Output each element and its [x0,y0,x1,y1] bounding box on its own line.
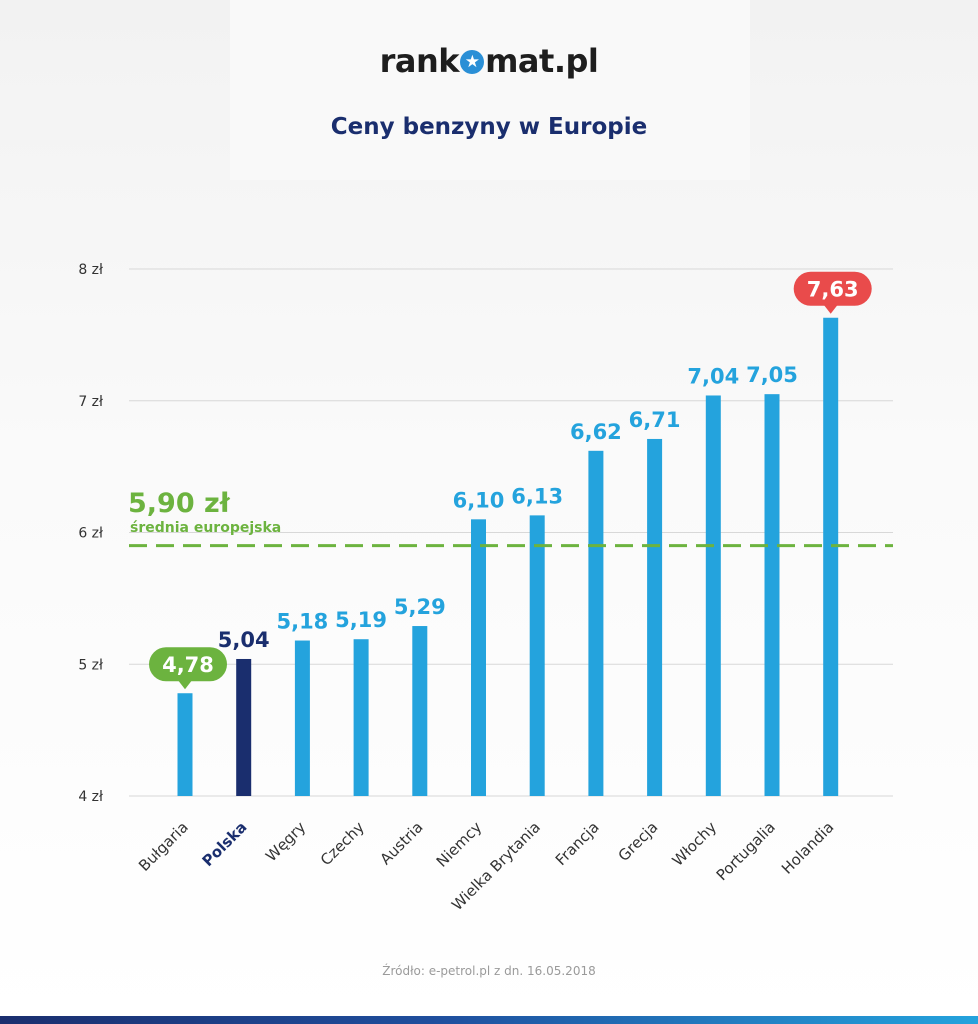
x-tick-label: Bułgaria [135,818,192,875]
y-tick-label: 8 zł [78,262,103,278]
badge-pointer [823,304,838,314]
y-tick-label: 5 zł [78,657,103,673]
bar [705,395,721,796]
x-tick-label: Czechy [317,818,368,869]
x-tick-label: Francja [552,818,603,869]
badge-pointer [178,680,192,690]
y-tick-label: 6 zł [78,526,103,542]
data-label: 6,71 [629,408,681,432]
value-badge [149,647,227,682]
x-tick-label: Włochy [669,818,721,870]
chart-title: Ceny benzyny w Europie [330,114,648,140]
bar [412,626,428,796]
data-label: 7,04 [687,364,739,388]
bar [764,394,780,796]
data-label: 6,13 [511,484,563,508]
bar [588,450,604,796]
x-tick-label: Węgry [262,818,309,865]
title-background [230,0,750,180]
x-tick-label: Portugalia [713,818,779,884]
average-caption: średnia europejska [130,520,281,536]
star-icon [460,49,485,75]
x-tick-label: Polska [199,818,251,870]
bar [177,693,193,796]
x-tick-label: Holandia [778,818,838,878]
bottom-strip [0,1016,978,1024]
data-label: 7,05 [746,363,798,387]
average-value: 5,90 zł [128,488,231,519]
bar [529,515,545,796]
data-label: 6,10 [453,488,505,512]
y-tick-label: 7 zł [78,394,103,410]
data-label: 5,18 [276,610,328,634]
bar [823,317,839,796]
y-tick-label: 4 zł [78,789,103,805]
bar [647,438,663,796]
bar [353,639,369,796]
data-label: 5,04 [218,628,270,652]
x-tick-label: Grecja [615,818,662,865]
x-tick-label: Austria [376,818,426,868]
data-label: 6,62 [570,420,622,444]
rankomat-logo: rankmat.pl [0,42,978,80]
value-badge [793,271,872,306]
bar [236,658,252,796]
data-label: 7,63 [807,278,859,302]
data-label: 5,19 [335,608,387,632]
x-tick-label: Niemcy [433,818,486,871]
source-note: Źródło: e-petrol.pl z dn. 16.05.2018 [382,964,596,978]
data-label: 4,78 [162,653,214,677]
data-label: 5,29 [394,595,446,619]
bar [294,640,310,796]
bar [471,519,486,796]
